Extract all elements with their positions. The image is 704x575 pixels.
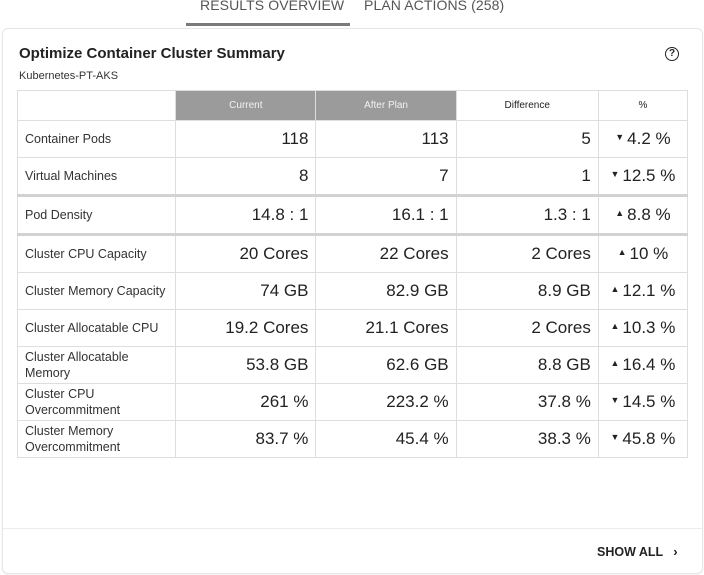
triangle-down-icon: ▼ bbox=[615, 132, 625, 142]
after-plan-value: 45.4 % bbox=[315, 420, 457, 458]
chevron-right-icon: › bbox=[673, 544, 678, 559]
header-current: Current bbox=[175, 90, 317, 121]
percent-change: ▼ 45.8 % bbox=[597, 420, 689, 458]
percent-change: ▼ 12.5 % bbox=[597, 157, 689, 196]
percent-value: 45.8 % bbox=[622, 429, 676, 448]
header-difference: Difference bbox=[455, 90, 599, 121]
percent-change: ▲ 10.3 % bbox=[597, 309, 689, 347]
metric-label: Cluster CPU Overcommitment bbox=[16, 383, 177, 421]
current-value: 8 bbox=[175, 157, 317, 196]
cluster-name: Kubernetes-PT-AKS bbox=[19, 70, 119, 82]
difference-value: 1 bbox=[455, 157, 599, 196]
table-header-row: Current After Plan Difference % bbox=[16, 90, 689, 121]
percent-change: ▲ 16.4 % bbox=[597, 346, 689, 384]
metric-label: Cluster Allocatable Memory bbox=[16, 346, 177, 384]
current-value: 14.8 : 1 bbox=[175, 194, 317, 235]
header-percent: % bbox=[597, 90, 689, 121]
table-row: Virtual Machines 8 7 1 ▼ 12.5 % bbox=[16, 157, 689, 196]
metric-label: Container Pods bbox=[16, 120, 177, 158]
metric-label: Pod Density bbox=[16, 194, 177, 235]
table-row: Cluster CPU Capacity 20 Cores 22 Cores 2 Co… bbox=[16, 233, 689, 273]
metric-label: Cluster CPU Capacity bbox=[16, 233, 177, 273]
triangle-up-icon: ▲ bbox=[610, 321, 620, 331]
percent-value: 12.1 % bbox=[622, 281, 676, 300]
show-all-button[interactable]: SHOW ALL › bbox=[597, 544, 678, 559]
after-plan-value: 113 bbox=[315, 120, 457, 158]
current-value: 118 bbox=[175, 120, 317, 158]
table-row: Cluster Allocatable Memory 53.8 GB 62.6 GB… bbox=[16, 346, 689, 384]
metric-label: Cluster Memory Overcommitment bbox=[16, 420, 177, 458]
current-value: 20 Cores bbox=[175, 233, 317, 273]
current-value: 261 % bbox=[175, 383, 317, 421]
percent-change: ▼ 14.5 % bbox=[597, 383, 689, 421]
header-after-plan: After Plan bbox=[315, 90, 457, 121]
summary-table: Current After Plan Difference % Containe… bbox=[16, 90, 689, 458]
difference-value: 37.8 % bbox=[455, 383, 599, 421]
triangle-up-icon: ▲ bbox=[610, 358, 620, 368]
triangle-up-icon: ▲ bbox=[617, 247, 627, 257]
after-plan-value: 22 Cores bbox=[315, 233, 457, 273]
percent-change: ▲ 8.8 % bbox=[597, 194, 689, 235]
triangle-up-icon: ▲ bbox=[615, 208, 625, 218]
show-all-label: SHOW ALL bbox=[597, 545, 664, 559]
tab-results-overview[interactable]: RESULTS OVERVIEW bbox=[200, 0, 345, 13]
triangle-down-icon: ▼ bbox=[610, 432, 620, 442]
metric-label: Virtual Machines bbox=[16, 157, 177, 196]
percent-value: 16.4 % bbox=[622, 355, 676, 374]
difference-value: 5 bbox=[455, 120, 599, 158]
after-plan-value: 62.6 GB bbox=[315, 346, 457, 384]
after-plan-value: 223.2 % bbox=[315, 383, 457, 421]
after-plan-value: 82.9 GB bbox=[315, 272, 457, 310]
percent-value: 10 % bbox=[629, 244, 669, 263]
percent-value: 10.3 % bbox=[622, 318, 676, 337]
after-plan-value: 16.1 : 1 bbox=[315, 194, 457, 235]
percent-change: ▲ 12.1 % bbox=[597, 272, 689, 310]
metric-label: Cluster Allocatable CPU bbox=[16, 309, 177, 347]
tab-bar: RESULTS OVERVIEW PLAN ACTIONS (258) bbox=[0, 0, 704, 26]
table-row: Container Pods 118 113 5 ▼ 4.2 % bbox=[16, 120, 689, 158]
after-plan-value: 21.1 Cores bbox=[315, 309, 457, 347]
percent-change: ▲ 10 % bbox=[597, 233, 689, 273]
metric-label: Cluster Memory Capacity bbox=[16, 272, 177, 310]
current-value: 83.7 % bbox=[175, 420, 317, 458]
footer-divider bbox=[3, 528, 702, 529]
active-tab-indicator bbox=[186, 23, 350, 26]
triangle-down-icon: ▼ bbox=[610, 169, 620, 179]
difference-value: 1.3 : 1 bbox=[455, 194, 599, 235]
table-row: Cluster Memory Capacity 74 GB 82.9 GB 8.9 G… bbox=[16, 272, 689, 310]
percent-value: 4.2 % bbox=[627, 129, 671, 148]
tab-plan-actions[interactable]: PLAN ACTIONS (258) bbox=[364, 0, 505, 13]
current-value: 74 GB bbox=[175, 272, 317, 310]
triangle-down-icon: ▼ bbox=[610, 395, 620, 405]
percent-value: 14.5 % bbox=[622, 392, 676, 411]
table-row: Cluster Allocatable CPU 19.2 Cores 21.1 Co… bbox=[16, 309, 689, 347]
current-value: 19.2 Cores bbox=[175, 309, 317, 347]
after-plan-value: 7 bbox=[315, 157, 457, 196]
triangle-up-icon: ▲ bbox=[610, 284, 620, 294]
card-title: Optimize Container Cluster Summary bbox=[19, 45, 285, 62]
cluster-summary-card: Optimize Container Cluster Summary Kuber… bbox=[2, 28, 703, 574]
header-metric bbox=[16, 90, 177, 121]
difference-value: 2 Cores bbox=[455, 309, 599, 347]
table-row: Cluster Memory Overcommitment 83.7 % 45.4 … bbox=[16, 420, 689, 458]
difference-value: 8.9 GB bbox=[455, 272, 599, 310]
table-row: Pod Density 14.8 : 1 16.1 : 1 1.3 : 1 ▲ 8.8 % bbox=[16, 194, 689, 235]
difference-value: 8.8 GB bbox=[455, 346, 599, 384]
difference-value: 38.3 % bbox=[455, 420, 599, 458]
difference-value: 2 Cores bbox=[455, 233, 599, 273]
table-row: Cluster CPU Overcommitment 261 % 223.2 % 37… bbox=[16, 383, 689, 421]
percent-value: 8.8 % bbox=[627, 205, 671, 224]
current-value: 53.8 GB bbox=[175, 346, 317, 384]
percent-value: 12.5 % bbox=[622, 166, 676, 185]
help-icon[interactable]: ? bbox=[665, 47, 679, 61]
percent-change: ▼ 4.2 % bbox=[597, 120, 689, 158]
